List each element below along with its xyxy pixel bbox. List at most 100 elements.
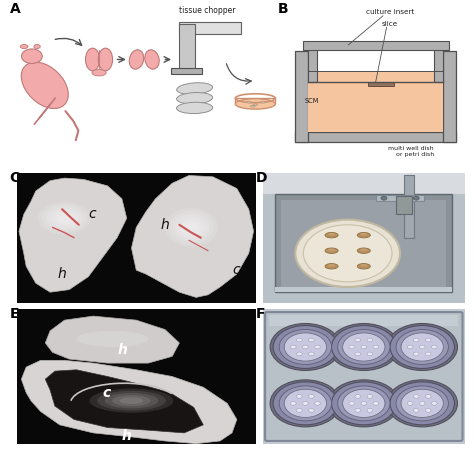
Bar xyxy=(281,200,447,288)
Text: c: c xyxy=(232,263,240,277)
Circle shape xyxy=(387,324,457,370)
Ellipse shape xyxy=(360,233,367,235)
Circle shape xyxy=(373,345,379,349)
Circle shape xyxy=(332,382,396,425)
Ellipse shape xyxy=(169,211,214,244)
Bar xyxy=(368,81,394,86)
Circle shape xyxy=(291,401,296,405)
Circle shape xyxy=(419,345,425,349)
Ellipse shape xyxy=(112,395,151,406)
Ellipse shape xyxy=(360,264,367,266)
Circle shape xyxy=(328,324,399,370)
Ellipse shape xyxy=(129,50,144,69)
Circle shape xyxy=(426,338,431,342)
Circle shape xyxy=(381,196,387,200)
Circle shape xyxy=(297,409,302,412)
Circle shape xyxy=(291,345,296,349)
Ellipse shape xyxy=(185,222,198,232)
Ellipse shape xyxy=(99,48,113,71)
Ellipse shape xyxy=(21,49,42,64)
Circle shape xyxy=(426,409,431,412)
Circle shape xyxy=(407,345,413,349)
Ellipse shape xyxy=(246,101,251,103)
Ellipse shape xyxy=(235,99,275,109)
Text: D: D xyxy=(256,171,267,185)
Polygon shape xyxy=(19,178,127,292)
Circle shape xyxy=(396,386,448,421)
Circle shape xyxy=(315,401,320,405)
Circle shape xyxy=(279,329,331,364)
Circle shape xyxy=(284,333,327,361)
Text: h: h xyxy=(122,429,132,443)
Circle shape xyxy=(302,401,308,405)
Bar xyxy=(275,287,452,292)
Ellipse shape xyxy=(173,214,210,241)
Ellipse shape xyxy=(177,217,206,238)
Circle shape xyxy=(349,345,355,349)
Circle shape xyxy=(426,394,431,398)
Bar xyxy=(263,173,465,194)
Bar xyxy=(295,132,456,142)
Bar xyxy=(376,195,424,202)
Circle shape xyxy=(355,352,361,356)
Ellipse shape xyxy=(58,214,71,222)
Circle shape xyxy=(295,220,400,287)
Ellipse shape xyxy=(42,204,87,232)
Bar xyxy=(396,196,412,214)
Circle shape xyxy=(396,329,448,364)
Polygon shape xyxy=(21,360,237,444)
Circle shape xyxy=(343,333,385,361)
Ellipse shape xyxy=(357,248,370,253)
Text: A: A xyxy=(9,2,20,16)
Text: tissue chopper: tissue chopper xyxy=(179,6,236,15)
Ellipse shape xyxy=(21,62,68,108)
Circle shape xyxy=(303,225,392,282)
Circle shape xyxy=(279,386,331,421)
Circle shape xyxy=(270,380,341,427)
Text: SCM: SCM xyxy=(304,98,319,105)
Ellipse shape xyxy=(85,48,100,71)
Ellipse shape xyxy=(181,220,202,235)
Circle shape xyxy=(315,345,320,349)
Circle shape xyxy=(337,386,390,421)
Circle shape xyxy=(413,338,419,342)
Text: slice: slice xyxy=(382,20,398,27)
Bar xyxy=(275,194,452,292)
Text: h: h xyxy=(160,218,169,232)
Text: C: C xyxy=(9,171,20,185)
Ellipse shape xyxy=(325,233,338,238)
Circle shape xyxy=(309,338,314,342)
Polygon shape xyxy=(46,370,203,433)
Circle shape xyxy=(426,352,431,356)
Text: c: c xyxy=(88,207,96,222)
Text: E: E xyxy=(9,307,19,321)
Circle shape xyxy=(413,394,419,398)
Circle shape xyxy=(419,401,425,405)
Circle shape xyxy=(297,394,302,398)
Circle shape xyxy=(309,409,314,412)
Circle shape xyxy=(401,333,443,361)
Text: culture insert: culture insert xyxy=(366,10,414,15)
Ellipse shape xyxy=(20,45,28,49)
Ellipse shape xyxy=(90,389,173,413)
Text: F: F xyxy=(256,307,265,321)
Ellipse shape xyxy=(97,391,166,410)
Bar xyxy=(404,176,414,238)
Text: h: h xyxy=(117,343,127,357)
Circle shape xyxy=(328,380,399,427)
Ellipse shape xyxy=(46,207,83,230)
Ellipse shape xyxy=(54,212,75,225)
Bar xyxy=(308,71,443,132)
Circle shape xyxy=(431,345,437,349)
Bar xyxy=(295,51,308,142)
Bar xyxy=(308,46,317,82)
Ellipse shape xyxy=(76,331,148,347)
Circle shape xyxy=(273,325,337,369)
Circle shape xyxy=(387,380,457,427)
Circle shape xyxy=(401,389,443,417)
Ellipse shape xyxy=(325,263,338,269)
Circle shape xyxy=(337,329,390,364)
Circle shape xyxy=(390,382,455,425)
Bar xyxy=(172,67,202,74)
Circle shape xyxy=(413,409,419,412)
